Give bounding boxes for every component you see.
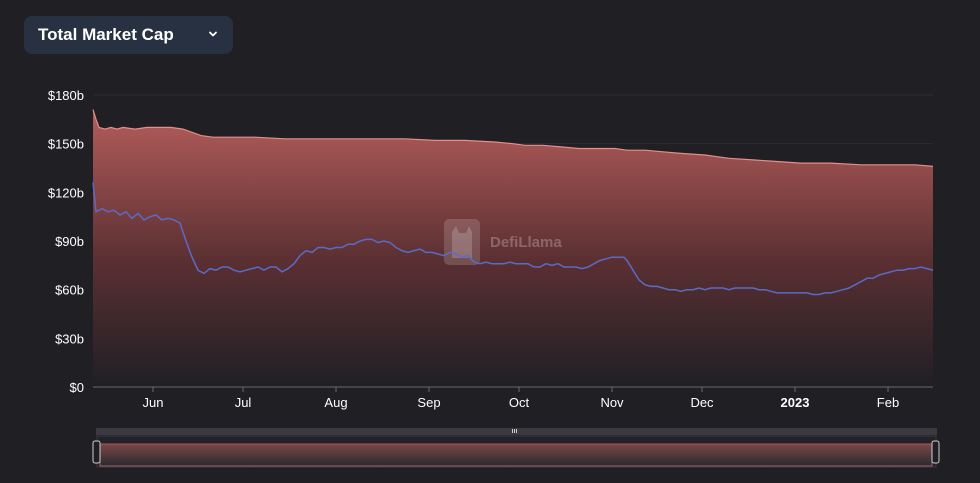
y-axis: $0 $30b $60b $90b $120b $150b $180b	[48, 88, 84, 395]
x-tick-label: Oct	[509, 395, 530, 410]
x-tick-label: 2023	[781, 395, 810, 410]
area-fill	[93, 109, 933, 387]
x-tick-label: Aug	[324, 395, 347, 410]
navigator-grip-icon[interactable]	[512, 429, 517, 433]
metric-selector-label: Total Market Cap	[38, 25, 174, 44]
y-tick-label: $150b	[48, 137, 84, 152]
line-series	[92, 182, 934, 296]
y-tick-label: $30b	[55, 331, 84, 346]
x-tick-label: Nov	[600, 395, 624, 410]
x-tick-label: Jun	[143, 395, 164, 410]
metric-selector-dropdown[interactable]: Total Market Cap	[24, 16, 233, 54]
x-tick-label: Dec	[690, 395, 714, 410]
x-tick-label: Sep	[417, 395, 440, 410]
y-tick-label: $90b	[55, 234, 84, 249]
y-tick-label: $60b	[55, 283, 84, 298]
watermark-text: DefiLlama	[490, 234, 562, 251]
llama-logo-icon	[444, 219, 480, 265]
x-tick-label: Jul	[235, 395, 252, 410]
navigator-left-handle[interactable]	[92, 440, 101, 464]
y-tick-label: $120b	[48, 185, 84, 200]
x-axis: Jun Jul Aug Sep Oct Nov Dec 2023 Feb	[93, 386, 933, 410]
navigator-preview	[99, 443, 933, 467]
range-navigator[interactable]	[92, 428, 940, 468]
navigator-right-handle[interactable]	[931, 440, 940, 464]
y-tick-label: $0	[70, 380, 84, 395]
y-tick-label: $180b	[48, 88, 84, 103]
chevron-down-icon	[209, 31, 217, 37]
area-outline	[92, 109, 934, 167]
area-series	[92, 109, 934, 387]
x-tick-label: Feb	[877, 395, 899, 410]
line-series-path	[92, 182, 934, 296]
